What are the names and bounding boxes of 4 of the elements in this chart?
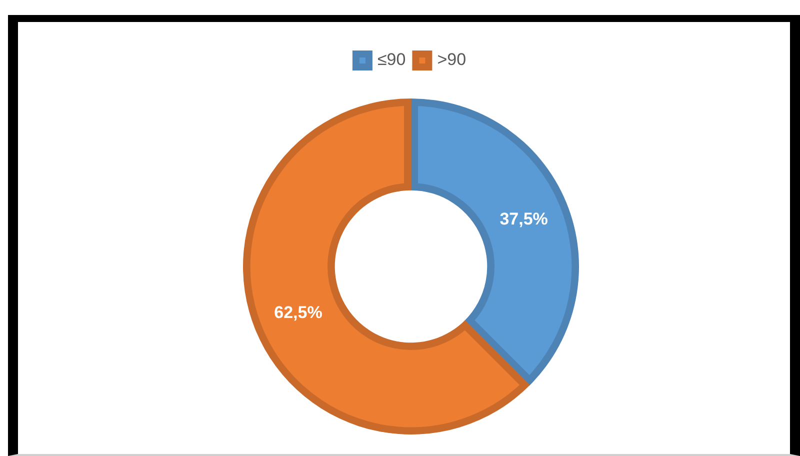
legend-label: ≤90 xyxy=(377,50,406,70)
legend-label: >90 xyxy=(437,50,466,70)
data-label: 37,5% xyxy=(500,209,548,228)
data-label: 62,5% xyxy=(274,302,322,322)
